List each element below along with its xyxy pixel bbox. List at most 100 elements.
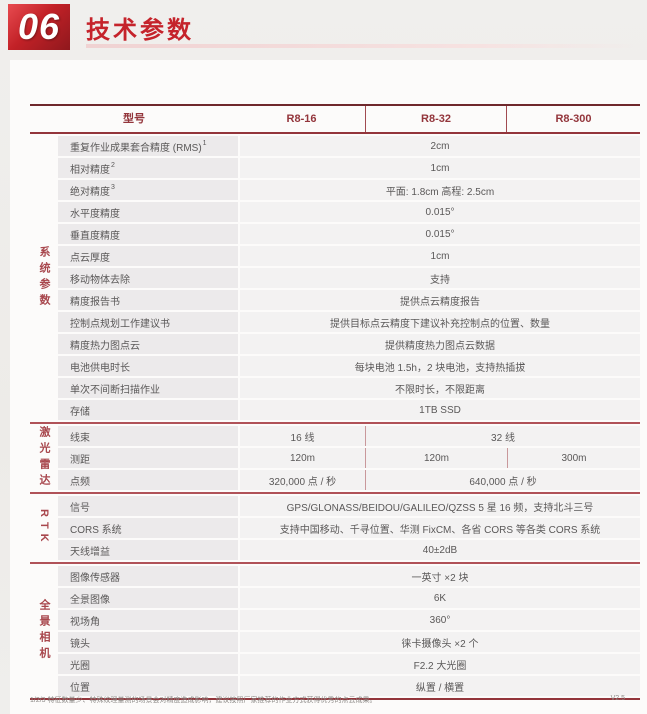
table-row: 水平度精度 0.015° bbox=[58, 202, 640, 222]
spec-table: 型号 R8-16 R8-32 R8-300 系统参数 重复作业成果套合精度 (RM… bbox=[30, 104, 640, 700]
row-value: 1cm bbox=[240, 246, 640, 266]
group-label-cell: 激光雷达 bbox=[30, 424, 58, 492]
row-label: 相对精度 2 bbox=[58, 158, 238, 178]
row-label: 重复作业成果套合精度 (RMS) 1 bbox=[58, 136, 238, 156]
row-label: 精度报告书 bbox=[58, 290, 238, 310]
table-row: 测距 120m 120m 300m bbox=[58, 448, 640, 468]
row-values: 提供精度热力图点云数据 bbox=[240, 334, 640, 354]
table-row: 线束 16 线 32 线 bbox=[58, 426, 640, 446]
group-label-cell: 系统参数 bbox=[30, 134, 58, 422]
spec-group: 全景相机 图像传感器 一英寸 ×2 块全景图像 6K 视场角 360° 镜头 徕卡摄像头 ×2… bbox=[30, 562, 640, 698]
row-value: 1TB SSD bbox=[240, 400, 640, 420]
row-value: 1cm bbox=[240, 158, 640, 178]
column-header-r8-16: R8-16 bbox=[286, 113, 317, 125]
row-values: 1cm bbox=[240, 158, 640, 178]
table-row: 视场角 360° bbox=[58, 610, 640, 630]
row-values: 徕卡摄像头 ×2 个 bbox=[240, 632, 640, 652]
row-values: 120m 120m 300m bbox=[240, 448, 640, 468]
row-values: 320,000 点 / 秒 640,000 点 / 秒 bbox=[240, 470, 640, 490]
row-label: 单次不间断扫描作业 bbox=[58, 378, 238, 398]
row-value: GPS/GLONASS/BEIDOU/GALILEO/QZSS 5 星 16 频… bbox=[240, 496, 640, 516]
spec-group: RTK 信号 GPS/GLONASS/BEIDOU/GALILEO/QZSS 5 星… bbox=[30, 492, 640, 562]
row-value: 300m bbox=[507, 448, 640, 468]
section-number-badge: 06 bbox=[8, 4, 70, 50]
row-values: F2.2 大光圈 bbox=[240, 654, 640, 674]
row-value: F2.2 大光圈 bbox=[240, 654, 640, 674]
table-row: 点云厚度 1cm bbox=[58, 246, 640, 266]
group-label: 系统参数 bbox=[38, 246, 50, 310]
table-row: 精度报告书 提供点云精度报告 bbox=[58, 290, 640, 310]
row-values: 360° bbox=[240, 610, 640, 630]
row-label: 镜头 bbox=[58, 632, 238, 652]
group-rows: 重复作业成果套合精度 (RMS) 1 2cm 相对精度 2 1cm 绝对精度 3 平面: 1.8… bbox=[58, 134, 640, 422]
row-value: 2cm bbox=[240, 136, 640, 156]
table-row: 天线增益 40±2dB bbox=[58, 540, 640, 560]
row-label: 绝对精度 3 bbox=[58, 180, 238, 200]
row-label: 点频 bbox=[58, 470, 238, 490]
group-label-cell: 全景相机 bbox=[30, 564, 58, 698]
row-value: 每块电池 1.5h，2 块电池，支持热插拔 bbox=[240, 356, 640, 376]
table-row: 精度热力图点云 提供精度热力图点云数据 bbox=[58, 334, 640, 354]
row-label: 测距 bbox=[58, 448, 238, 468]
row-label: 移动物体去除 bbox=[58, 268, 238, 288]
row-value: 提供点云精度报告 bbox=[240, 290, 640, 310]
spec-group: 激光雷达 线束 16 线 32 线测距 120m 120m 300m 点频 320,000 点 … bbox=[30, 422, 640, 492]
title-underline bbox=[86, 44, 647, 48]
table-row: 全景图像 6K bbox=[58, 588, 640, 608]
version-label: V2.5 bbox=[610, 695, 625, 702]
row-values: 一英寸 ×2 块 bbox=[240, 566, 640, 586]
table-row: 光圈 F2.2 大光圈 bbox=[58, 654, 640, 674]
row-label: 垂直度精度 bbox=[58, 224, 238, 244]
row-values: 1TB SSD bbox=[240, 400, 640, 420]
row-label: 线束 bbox=[58, 426, 238, 446]
column-header-r8-300: R8-300 bbox=[555, 113, 592, 125]
table-row: 信号 GPS/GLONASS/BEIDOU/GALILEO/QZSS 5 星 16… bbox=[58, 496, 640, 516]
table-row: CORS 系统 支持中国移动、千寻位置、华测 FixCM、各省 CORS 等各类 … bbox=[58, 518, 640, 538]
row-value: 6K bbox=[240, 588, 640, 608]
table-row: 位置 纵置 / 横置 bbox=[58, 676, 640, 696]
row-value: 支持中国移动、千寻位置、华测 FixCM、各省 CORS 等各类 CORS 系统 bbox=[240, 518, 640, 538]
group-label: 激光雷达 bbox=[38, 426, 50, 490]
row-label: CORS 系统 bbox=[58, 518, 238, 538]
row-values: 纵置 / 横置 bbox=[240, 676, 640, 696]
row-value: 支持 bbox=[240, 268, 640, 288]
row-label: 点云厚度 bbox=[58, 246, 238, 266]
table-row: 垂直度精度 0.015° bbox=[58, 224, 640, 244]
group-label-cell: RTK bbox=[30, 494, 58, 562]
table-row: 重复作业成果套合精度 (RMS) 1 2cm bbox=[58, 136, 640, 156]
table-row: 绝对精度 3 平面: 1.8cm 高程: 2.5cm bbox=[58, 180, 640, 200]
row-label: 光圈 bbox=[58, 654, 238, 674]
row-values: 16 线 32 线 bbox=[240, 426, 640, 446]
row-value: 40±2dB bbox=[240, 540, 640, 560]
page-title: 技术参数 bbox=[86, 17, 194, 44]
group-label: RTK bbox=[38, 509, 50, 547]
row-value: 32 线 bbox=[365, 426, 640, 446]
row-value: 平面: 1.8cm 高程: 2.5cm bbox=[240, 180, 640, 200]
row-value: 120m bbox=[365, 448, 507, 468]
row-value: 0.015° bbox=[240, 224, 640, 244]
table-row: 单次不间断扫描作业 不限时长，不限距离 bbox=[58, 378, 640, 398]
row-values: 0.015° bbox=[240, 202, 640, 222]
row-label: 存储 bbox=[58, 400, 238, 420]
row-label: 水平度精度 bbox=[58, 202, 238, 222]
column-header-model: 型号 bbox=[123, 113, 145, 125]
row-values: 提供点云精度报告 bbox=[240, 290, 640, 310]
row-label: 电池供电时长 bbox=[58, 356, 238, 376]
table-body: 系统参数 重复作业成果套合精度 (RMS) 1 2cm 相对精度 2 1cm 绝对精度 3 平面:… bbox=[30, 134, 640, 698]
row-label: 图像传感器 bbox=[58, 566, 238, 586]
row-value: 徕卡摄像头 ×2 个 bbox=[240, 632, 640, 652]
table-row: 移动物体去除 支持 bbox=[58, 268, 640, 288]
row-value: 320,000 点 / 秒 bbox=[240, 470, 365, 490]
row-values: 支持中国移动、千寻位置、华测 FixCM、各省 CORS 等各类 CORS 系统 bbox=[240, 518, 640, 538]
table-header-row: 型号 R8-16 R8-32 R8-300 bbox=[30, 106, 640, 134]
row-value: 提供目标点云精度下建议补充控制点的位置、数量 bbox=[240, 312, 640, 332]
group-label: 全景相机 bbox=[38, 599, 50, 663]
column-header-r8-32: R8-32 bbox=[365, 106, 507, 132]
footnote: 1/2/3 特征数量少、特殊纹理量测的场景会对精度造成影响，建议按照厂家推荐的作… bbox=[30, 697, 377, 704]
table-row: 控制点规划工作建议书 提供目标点云精度下建议补充控制点的位置、数量 bbox=[58, 312, 640, 332]
table-row: 存储 1TB SSD bbox=[58, 400, 640, 420]
row-label: 位置 bbox=[58, 676, 238, 696]
group-rows: 图像传感器 一英寸 ×2 块全景图像 6K 视场角 360° 镜头 徕卡摄像头 ×2 个光圈… bbox=[58, 564, 640, 698]
table-row: 镜头 徕卡摄像头 ×2 个 bbox=[58, 632, 640, 652]
